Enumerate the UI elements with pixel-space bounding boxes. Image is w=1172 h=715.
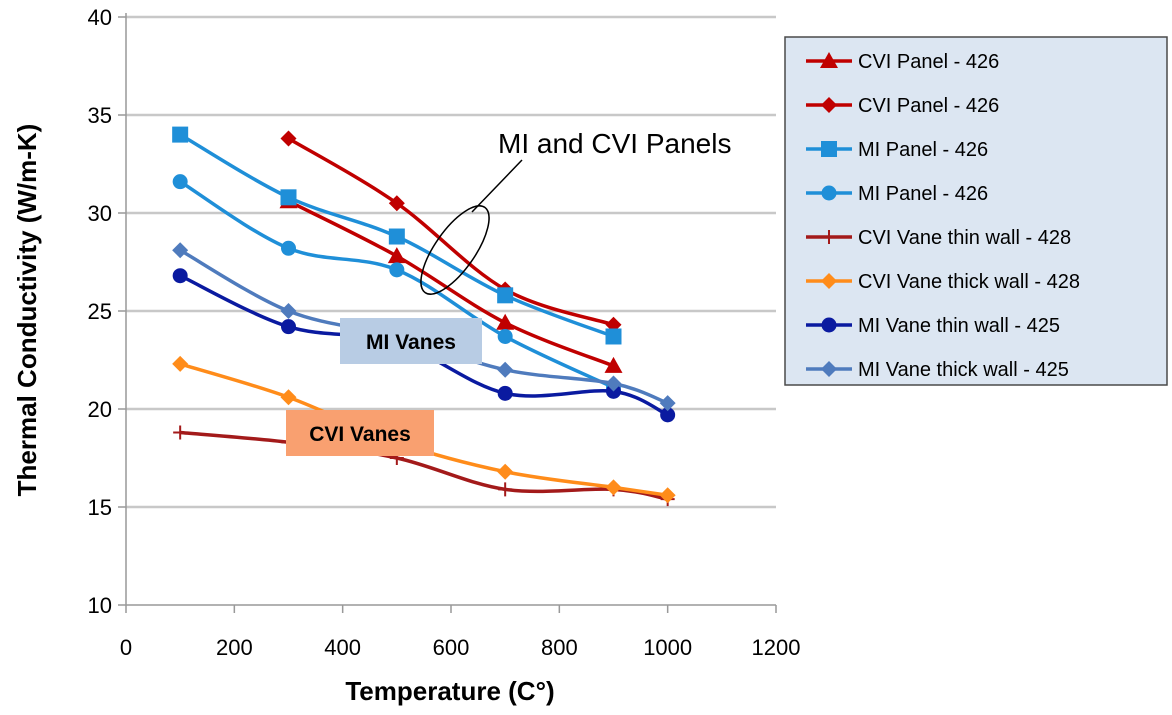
cvi-vanes-box-bg — [286, 410, 434, 456]
x-tick-label: 1000 — [643, 635, 692, 660]
legend: CVI Panel - 426 CVI Panel - 426 MI Panel -… — [784, 36, 1168, 386]
x-tick-label: 1200 — [752, 635, 801, 660]
y-tick-label: 35 — [88, 103, 112, 128]
data-point — [280, 130, 297, 147]
legend-item: MI Vane thin wall - 425 — [806, 315, 1060, 337]
series-line — [287, 137, 615, 327]
y-axis-title: Thermal Conductivity (W/m-K) — [12, 124, 42, 497]
x-tick-label: 0 — [120, 635, 132, 660]
data-point — [605, 479, 622, 496]
data-point — [281, 319, 296, 335]
data-point — [389, 262, 405, 278]
data-point — [496, 313, 515, 330]
data-point — [605, 375, 622, 392]
legend-swatch-marker — [822, 230, 836, 244]
mi-vanes-box-bg — [340, 318, 482, 364]
legend-label: CVI Panel - 426 — [858, 51, 999, 73]
panels-annotation-text: MI and CVI Panels — [498, 128, 731, 159]
data-point — [280, 303, 297, 319]
legend-label: MI Vane thick wall - 425 — [858, 359, 1069, 381]
x-axis-title: Temperature (C°) — [345, 676, 554, 706]
y-tick-label: 20 — [88, 397, 112, 422]
legend-swatch-marker — [820, 52, 838, 68]
data-point — [280, 389, 297, 406]
data-point — [497, 361, 514, 378]
legend-swatch-marker — [821, 185, 837, 201]
legend-swatch-marker — [821, 141, 837, 157]
legend-item: CVI Panel - 426 — [806, 95, 999, 117]
legend-label: CVI Vane thick wall - 428 — [858, 271, 1080, 293]
y-tick-label: 15 — [88, 495, 112, 520]
legend-swatch-marker — [821, 317, 837, 333]
x-tick-labels: 0 200 400 600 800 1000 1200 — [120, 635, 801, 660]
legend-item: CVI Vane thin wall - 428 — [806, 227, 1071, 249]
legend-label: CVI Vane thin wall - 428 — [858, 227, 1071, 249]
y-tick-label: 40 — [88, 5, 112, 30]
legend-swatch-marker — [821, 97, 837, 113]
legend-label: CVI Panel - 426 — [858, 95, 999, 117]
legend-swatch-marker — [821, 361, 837, 377]
data-point — [498, 482, 513, 497]
data-point — [388, 228, 405, 245]
y-tick-label: 25 — [88, 299, 112, 324]
mi-vanes-label: MI Vanes — [366, 331, 456, 354]
x-tick-label: 200 — [216, 635, 253, 660]
legend-item: CVI Vane thick wall - 428 — [806, 271, 1080, 293]
series-4 — [172, 174, 621, 395]
data-point — [172, 355, 189, 372]
legend-item: MI Panel - 426 — [806, 183, 988, 205]
data-point — [660, 407, 676, 423]
grid-lines — [118, 15, 776, 606]
y-tick-label: 10 — [88, 593, 112, 618]
data-point — [497, 287, 514, 304]
legend-label: MI Vane thin wall - 425 — [858, 315, 1060, 337]
data-point — [172, 174, 188, 190]
data-point — [172, 268, 188, 284]
mi-vanes-box: MI Vanes — [340, 318, 482, 364]
data-point — [604, 356, 623, 373]
x-tick-label: 600 — [433, 635, 470, 660]
cvi-vanes-box: CVI Vanes — [286, 410, 434, 456]
data-point — [659, 395, 676, 412]
axes — [125, 13, 777, 613]
data-point — [388, 195, 405, 212]
series-3 — [172, 126, 622, 345]
data-point — [605, 328, 622, 345]
data-point — [172, 126, 189, 143]
x-tick-label: 800 — [541, 635, 578, 660]
y-tick-label: 30 — [88, 201, 112, 226]
legend-label: MI Panel - 426 — [858, 139, 988, 161]
panels-annotation: MI and CVI Panels — [420, 128, 731, 295]
data-point — [387, 247, 406, 264]
legend-swatch-marker — [821, 273, 837, 289]
cvi-vanes-label: CVI Vanes — [309, 423, 411, 446]
panels-ellipse — [420, 205, 490, 295]
legend-item: CVI Panel - 426 — [806, 51, 999, 73]
legend-label: MI Panel - 426 — [858, 183, 988, 205]
data-point — [497, 328, 513, 344]
data-point — [280, 189, 297, 206]
data-point — [281, 240, 296, 256]
data-point — [497, 463, 514, 480]
legend-box — [784, 36, 1168, 386]
data-point — [659, 487, 676, 504]
panels-leader-line — [471, 159, 523, 213]
legend-item: MI Panel - 426 — [806, 139, 988, 161]
y-tick-labels: 10 15 20 25 30 35 40 — [88, 5, 112, 618]
legend-item: MI Vane thick wall - 425 — [806, 359, 1069, 381]
data-point — [172, 242, 189, 259]
data-point — [173, 425, 188, 440]
data-point — [497, 385, 513, 401]
x-tick-label: 400 — [324, 635, 361, 660]
